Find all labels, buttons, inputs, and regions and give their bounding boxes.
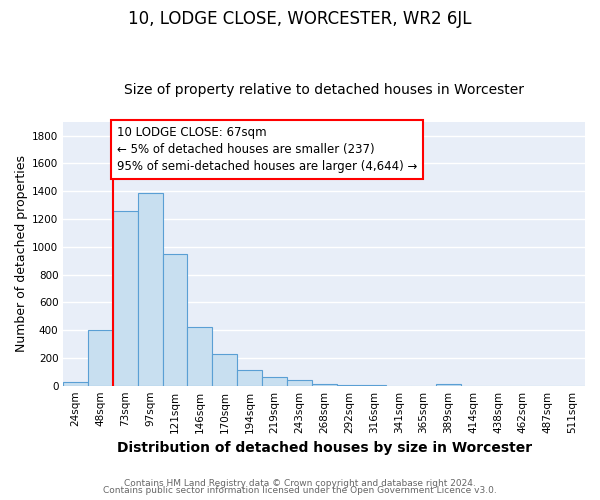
Y-axis label: Number of detached properties: Number of detached properties [15,155,28,352]
Bar [237,370,262,386]
Bar [337,385,361,386]
Text: 10, LODGE CLOSE, WORCESTER, WR2 6JL: 10, LODGE CLOSE, WORCESTER, WR2 6JL [128,10,472,28]
Bar [138,192,163,386]
Bar [88,330,113,386]
Bar [187,326,212,386]
Bar [312,384,337,386]
Title: Size of property relative to detached houses in Worcester: Size of property relative to detached ho… [124,83,524,97]
Bar [436,384,461,386]
Bar [262,376,287,386]
Text: Contains public sector information licensed under the Open Government Licence v3: Contains public sector information licen… [103,486,497,495]
Bar [212,354,237,386]
Text: 10 LODGE CLOSE: 67sqm
← 5% of detached houses are smaller (237)
95% of semi-deta: 10 LODGE CLOSE: 67sqm ← 5% of detached h… [116,126,417,173]
Bar [287,380,312,386]
Bar [113,210,138,386]
X-axis label: Distribution of detached houses by size in Worcester: Distribution of detached houses by size … [116,441,532,455]
Text: Contains HM Land Registry data © Crown copyright and database right 2024.: Contains HM Land Registry data © Crown c… [124,478,476,488]
Bar [163,254,187,386]
Bar [63,382,88,386]
Bar [361,385,386,386]
